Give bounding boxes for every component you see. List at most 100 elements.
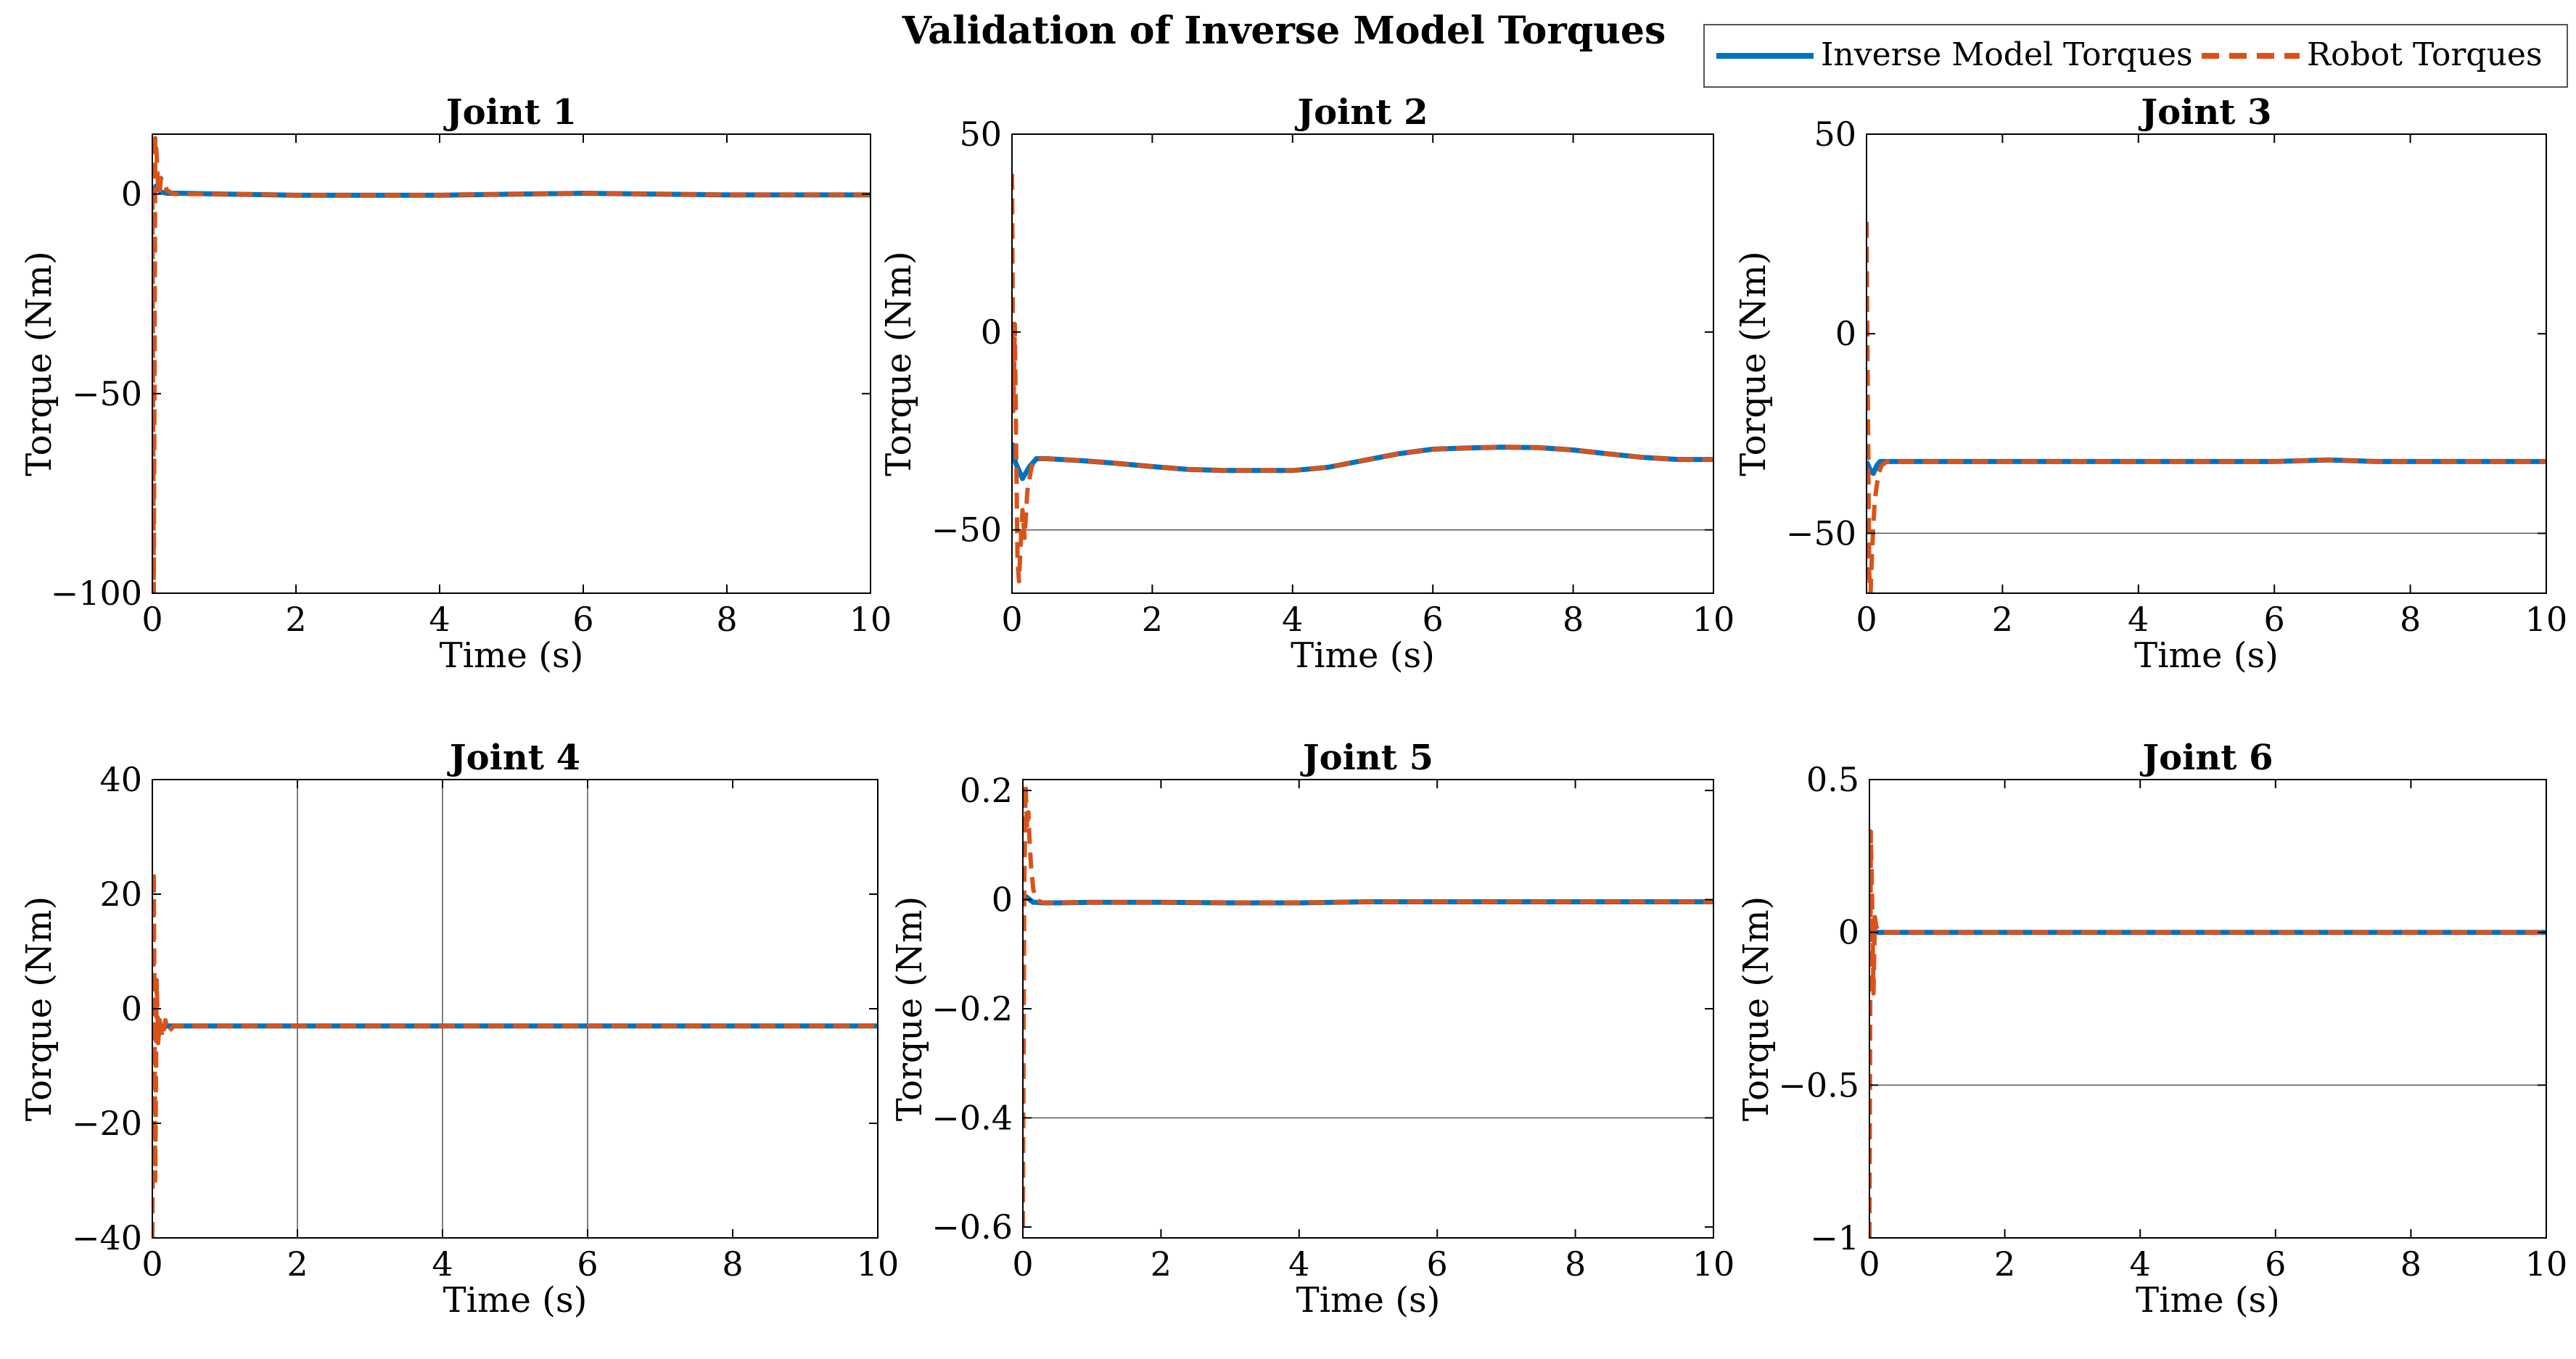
axes-frame (1866, 133, 2547, 594)
y-tick-label: 50 (1814, 115, 1856, 154)
y-tick-label: 0 (1835, 314, 1856, 353)
plot-area (152, 134, 871, 593)
x-tick-label: 6 (572, 600, 593, 639)
x-tick-label: 4 (1282, 600, 1303, 639)
x-tick-label: 8 (1565, 1244, 1586, 1284)
y-axis-label: Torque (Nm) (878, 251, 919, 476)
subplot-joint-1: 0 2 4 6 8 10 −100 −50 0 Joint 1 Time (s) Torque (Nm… (19, 92, 892, 676)
x-tick-label: 0 (1856, 600, 1877, 639)
series-line-robot (152, 869, 878, 1238)
y-tick-label: −1 (1810, 1218, 1859, 1257)
series-line-robot (1867, 222, 2546, 593)
series-group (1867, 222, 2546, 593)
x-tick-label: 2 (1151, 1244, 1172, 1284)
y-tick-label: 0 (981, 313, 1002, 352)
figure-title: Validation of Inverse Model Torques (902, 9, 1666, 53)
series-line-robot (1869, 829, 2546, 1238)
y-tick-label: 20 (99, 875, 142, 914)
x-axis-label: Time (s) (440, 635, 584, 676)
x-tick-label: 6 (1427, 1244, 1448, 1284)
x-tick-label: 8 (1563, 600, 1584, 639)
x-tick-label: 10 (849, 600, 892, 639)
y-tick-label: −0.6 (931, 1207, 1013, 1247)
x-tick-label: 0 (1012, 1244, 1033, 1284)
series-line-robot (1023, 782, 1713, 1228)
y-tick-label: 40 (99, 760, 142, 799)
x-axis-label: Time (s) (443, 1280, 588, 1321)
y-tick-label: −100 (51, 574, 142, 613)
x-tick-label: 10 (1692, 1244, 1735, 1284)
x-axis-label: Time (s) (1296, 1280, 1441, 1321)
series-line-robot (152, 136, 871, 593)
y-tick-label: 0 (1838, 913, 1859, 952)
x-tick-label: 0 (141, 600, 162, 639)
subplot-joint-6: 0 2 4 6 8 10 −1 −0.5 0 0.5 Joint 6 Time (s) Torque (… (1736, 738, 2567, 1321)
series-line-robot (1012, 173, 1713, 584)
x-tick-label: 6 (577, 1244, 598, 1284)
x-tick-label: 6 (2265, 1244, 2286, 1284)
x-tick-label: 10 (2525, 1244, 2568, 1284)
x-tick-label: 8 (2400, 600, 2421, 639)
y-tick-label: −0.2 (931, 989, 1013, 1028)
legend: Inverse Model Torques Robot Torques (1703, 24, 2568, 88)
x-tick-label: 4 (2128, 600, 2149, 639)
subplot-title: Joint 4 (447, 738, 580, 778)
plot-area (1023, 780, 1713, 1238)
x-tick-label: 6 (1423, 600, 1444, 639)
x-tick-label: 8 (716, 600, 737, 639)
axes-frame (152, 133, 871, 594)
y-tick-label: −50 (1786, 513, 1856, 553)
x-tick-label: 0 (141, 1244, 162, 1284)
subplot-joint-4: 0 2 4 6 8 10 −40 −20 0 20 40 Joint 4 Time (s) Torque … (19, 738, 899, 1321)
subplot-title: Joint 3 (2138, 92, 2271, 133)
x-tick-label: 2 (1994, 1244, 2015, 1284)
x-tick-label: 8 (2400, 1244, 2421, 1284)
series-group (152, 136, 871, 593)
y-axis-label: Torque (Nm) (19, 251, 59, 476)
x-tick-label: 10 (857, 1244, 900, 1284)
y-axis-label: Torque (Nm) (19, 896, 59, 1121)
y-tick-label: −50 (72, 374, 142, 413)
x-axis-label: Time (s) (2136, 1280, 2280, 1321)
subplot-title: Joint 1 (443, 92, 577, 133)
series-group (152, 869, 878, 1238)
x-tick-label: 8 (722, 1244, 743, 1284)
y-axis-label: Torque (Nm) (1733, 251, 1774, 476)
y-tick-label: −0.5 (1778, 1065, 1859, 1104)
subplot-title: Joint 6 (2139, 738, 2273, 778)
x-tick-label: 2 (1992, 600, 2013, 639)
plot-area (1867, 134, 2546, 593)
legend-label-robot: Robot Torques (2307, 36, 2543, 73)
series-group (1869, 829, 2546, 1238)
x-tick-label: 4 (429, 600, 450, 639)
subplot-joint-5: 0 2 4 6 8 10 −0.6 −0.4 −0.2 0 0.2 Joint 5 Time (s) To… (889, 738, 1735, 1321)
axes-frame (1869, 779, 2547, 1239)
legend-label-inverse-model: Inverse Model Torques (1821, 36, 2193, 73)
y-tick-label: 0 (121, 175, 142, 214)
y-axis-label: Torque (Nm) (889, 896, 930, 1121)
subplot-title: Joint 5 (1300, 738, 1433, 778)
x-axis-label: Time (s) (1291, 635, 1435, 676)
x-tick-label: 4 (2130, 1244, 2151, 1284)
x-tick-label: 10 (1692, 600, 1735, 639)
y-tick-label: −20 (72, 1104, 142, 1143)
y-tick-label: 0.5 (1806, 760, 1859, 799)
plot-area (152, 780, 878, 1238)
series-group (1023, 782, 1713, 1228)
x-axis-label: Time (s) (2134, 635, 2279, 676)
y-tick-label: 50 (959, 115, 1002, 154)
plot-area (1869, 780, 2546, 1238)
y-axis-label: Torque (Nm) (1736, 896, 1777, 1121)
plot-area (1012, 134, 1713, 593)
x-tick-label: 2 (1142, 600, 1163, 639)
subplot-joint-3: 0 2 4 6 8 10 −50 0 50 Joint 3 Time (s) Torque (Nm) (1733, 92, 2567, 676)
y-tick-label: −40 (72, 1218, 142, 1257)
y-tick-label: 0.2 (960, 771, 1013, 810)
x-tick-label: 6 (2264, 600, 2285, 639)
x-tick-label: 2 (287, 1244, 308, 1284)
subplot-title: Joint 2 (1294, 92, 1428, 133)
legend-box (1703, 24, 2568, 88)
series-group (1012, 173, 1713, 584)
